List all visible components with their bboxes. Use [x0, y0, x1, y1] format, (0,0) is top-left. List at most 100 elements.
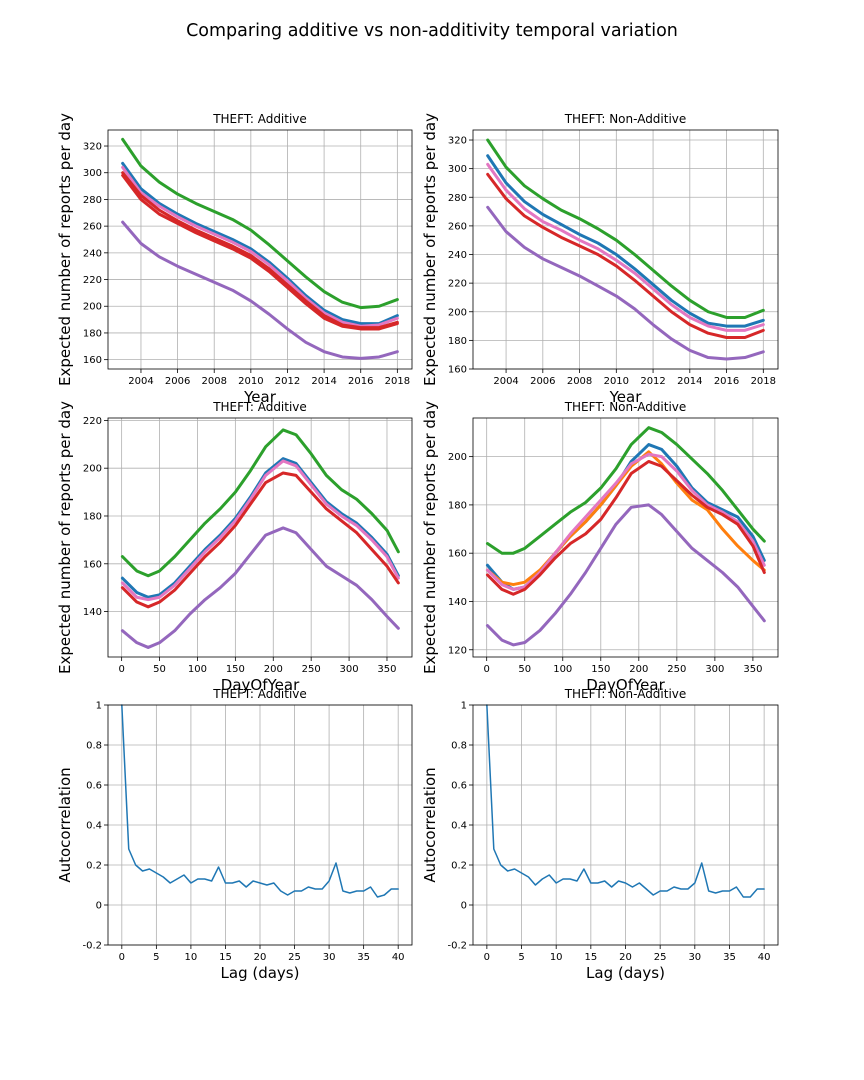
- y-tick-label: 0.2: [451, 861, 467, 872]
- series-line-5: [121, 220, 399, 360]
- series-line-3: [120, 471, 400, 609]
- subplot-title: THEFT: Additive: [212, 400, 307, 414]
- x-tick-label: 5: [153, 952, 159, 963]
- y-tick-label: 280: [448, 193, 467, 204]
- y-axis-label: Autocorrelation: [56, 767, 74, 882]
- y-tick-label: 1: [96, 701, 102, 712]
- y-tick-label: 240: [448, 250, 467, 261]
- y-tick-label: 240: [83, 248, 102, 259]
- y-tick-label: 140: [83, 607, 102, 618]
- x-axis-label: Year: [609, 388, 643, 406]
- y-tick-label: 260: [448, 221, 467, 232]
- series-line-3: [486, 172, 765, 340]
- subplot-title: THEFT: Additive: [212, 687, 307, 701]
- x-tick-label: 2004: [493, 376, 518, 387]
- x-tick-label: 10: [185, 952, 198, 963]
- y-tick-label: 160: [83, 559, 102, 570]
- x-tick-label: 2014: [677, 376, 702, 387]
- y-tick-label: 180: [83, 328, 102, 339]
- x-axis-label: Lag (days): [221, 964, 300, 982]
- x-tick-label: 0: [484, 664, 490, 675]
- series-line-3: [121, 171, 399, 330]
- series-line-1: [486, 154, 765, 328]
- series-line-0: [486, 704, 765, 898]
- x-tick-label: 35: [723, 952, 736, 963]
- figure-title: Comparing additive vs non-additivity tem…: [186, 21, 678, 41]
- y-tick-label: 1: [461, 701, 467, 712]
- y-tick-label: 160: [448, 365, 467, 376]
- x-axis-label: Lag (days): [586, 964, 665, 982]
- subplot-title: THEFT: Non-Additive: [564, 400, 687, 414]
- x-tick-label: 2016: [348, 376, 373, 387]
- y-tick-label: 320: [448, 136, 467, 147]
- y-tick-label: 180: [83, 511, 102, 522]
- series-line-5: [485, 503, 766, 647]
- x-tick-label: 150: [591, 664, 610, 675]
- y-tick-label: 200: [83, 464, 102, 475]
- x-tick-label: 250: [667, 664, 686, 675]
- subplot-title: THEFT: Additive: [212, 112, 307, 126]
- y-tick-label: 160: [83, 355, 102, 366]
- x-tick-label: 0: [119, 952, 125, 963]
- series-line-4: [486, 205, 765, 361]
- x-tick-label: 2008: [201, 376, 226, 387]
- y-tick-label: 0.2: [86, 861, 102, 872]
- x-tick-label: 200: [264, 664, 283, 675]
- y-axis-label: Autocorrelation: [421, 767, 439, 882]
- y-tick-label: 180: [448, 336, 467, 347]
- y-tick-label: 200: [448, 307, 467, 318]
- x-tick-label: 2018: [751, 376, 776, 387]
- x-tick-label: 25: [654, 952, 667, 963]
- y-tick-label: 0.6: [86, 781, 102, 792]
- y-tick-label: 0: [461, 901, 467, 912]
- x-axis-label: DayOfYear: [586, 676, 665, 694]
- x-tick-label: 100: [553, 664, 572, 675]
- x-tick-label: 30: [323, 952, 336, 963]
- y-tick-label: 0.8: [86, 741, 102, 752]
- x-tick-label: 5: [518, 952, 524, 963]
- x-tick-label: 20: [619, 952, 632, 963]
- y-tick-label: 220: [83, 416, 102, 427]
- y-tick-label: 200: [448, 452, 467, 463]
- x-tick-label: 100: [188, 664, 207, 675]
- series-line-0: [120, 428, 400, 578]
- subplot-year-nonadditive: 2004 2006 2008 2010 2012 2014 2016 2018 160 180 20…: [421, 112, 779, 406]
- y-tick-label: 0.4: [86, 821, 102, 832]
- y-tick-label: 0.8: [451, 741, 467, 752]
- y-tick-label: 220: [448, 279, 467, 290]
- x-axis-label: DayOfYear: [221, 676, 300, 694]
- y-axis-label: Expected number of reports per day: [56, 401, 74, 674]
- axes-frame: [107, 417, 413, 658]
- series-line-0: [121, 137, 399, 310]
- subplot-doy-additive: 0 50 100 150 200 250 300 350 140 160 180 200 220 THEF…: [56, 400, 413, 694]
- y-axis-label: Expected number of reports per day: [56, 113, 74, 386]
- y-tick-label: -0.2: [447, 941, 467, 952]
- x-tick-label: 20: [254, 952, 267, 963]
- subplot-acf-nonadditive: 0 5 10 15 20 25 30 35 40 -0.2 0 0.2 0.4 0.6 0.8 1 THEFT:…: [421, 687, 779, 982]
- x-tick-label: 15: [219, 952, 232, 963]
- x-tick-label: 250: [302, 664, 321, 675]
- y-tick-label: 220: [83, 275, 102, 286]
- y-tick-label: 140: [448, 597, 467, 608]
- x-tick-label: 300: [340, 664, 359, 675]
- series-line-3: [485, 452, 766, 591]
- series-line-1: [121, 161, 399, 326]
- series-line-1: [485, 443, 766, 591]
- series-line-4: [485, 459, 766, 596]
- series-line-2: [121, 165, 399, 328]
- x-tick-label: 2012: [275, 376, 300, 387]
- x-tick-label: 2006: [165, 376, 190, 387]
- y-tick-label: 280: [83, 195, 102, 206]
- x-tick-label: 200: [629, 664, 648, 675]
- y-tick-label: 120: [448, 645, 467, 656]
- x-tick-label: 15: [584, 952, 597, 963]
- subplot-title: THEFT: Non-Additive: [564, 112, 687, 126]
- x-tick-label: 2010: [604, 376, 629, 387]
- x-tick-label: 350: [743, 664, 762, 675]
- series-line-4: [121, 173, 399, 331]
- x-tick-label: 10: [550, 952, 563, 963]
- axes-frame: [472, 417, 779, 658]
- y-tick-label: -0.2: [82, 941, 102, 952]
- y-tick-label: 300: [448, 164, 467, 175]
- x-tick-label: 2014: [311, 376, 336, 387]
